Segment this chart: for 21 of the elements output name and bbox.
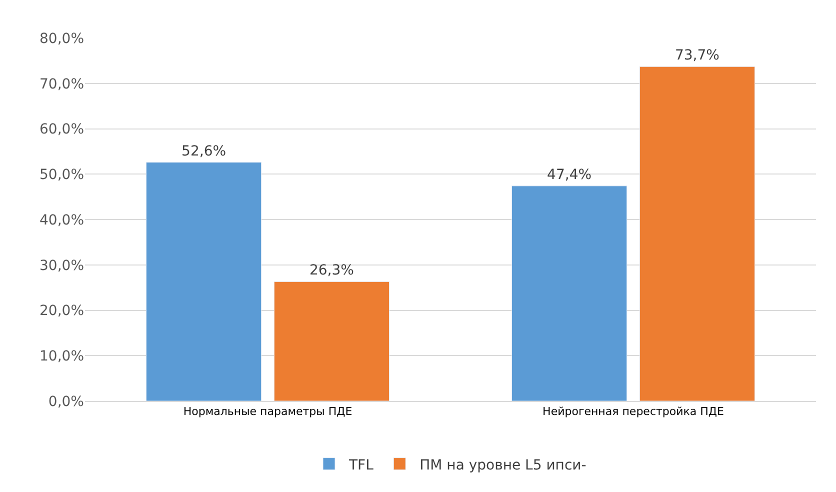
y-tick-label: 40,0% bbox=[40, 212, 84, 228]
data-label: 47,4% bbox=[547, 166, 592, 183]
x-tick-label: Нормальные параметры ПДЕ bbox=[183, 405, 352, 418]
data-label: 26,3% bbox=[309, 262, 354, 279]
bar bbox=[146, 162, 262, 401]
y-tick-label: 0,0% bbox=[48, 394, 84, 410]
data-label: 73,7% bbox=[674, 48, 720, 64]
y-tick-label: 10,0% bbox=[40, 348, 84, 365]
legend-label: TFL bbox=[348, 457, 374, 474]
y-tick-label: 70,0% bbox=[40, 76, 84, 92]
bar bbox=[274, 281, 390, 401]
bar bbox=[511, 186, 628, 401]
y-tick-label: 60,0% bbox=[40, 122, 84, 138]
y-tick-label: 30,0% bbox=[40, 258, 84, 274]
y-tick-label: 20,0% bbox=[40, 303, 84, 320]
y-tick-label: 50,0% bbox=[40, 167, 84, 184]
legend-label: ПМ на уровне L5 ипси- bbox=[420, 457, 586, 474]
bar bbox=[639, 66, 756, 401]
x-tick-label: Нейрогенная перестройка ПДЕ bbox=[542, 405, 724, 418]
data-label: 52,6% bbox=[182, 143, 226, 160]
y-tick-label: 80,0% bbox=[40, 30, 84, 47]
